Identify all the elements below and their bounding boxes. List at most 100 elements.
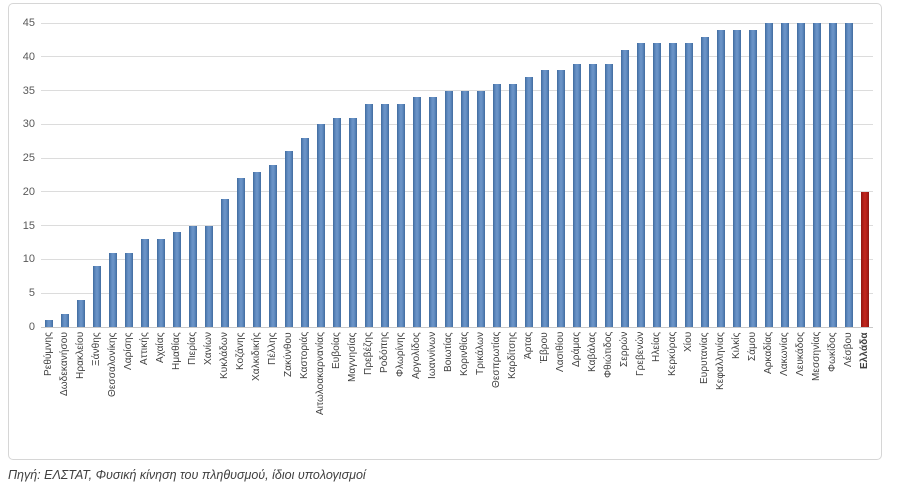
gridline bbox=[41, 157, 873, 159]
plot-area bbox=[41, 22, 873, 328]
x-tick-label: Ζακύνθου bbox=[283, 332, 294, 377]
bar bbox=[829, 23, 837, 327]
x-tick-label: Αργολίδος bbox=[411, 332, 422, 379]
bar bbox=[253, 171, 261, 327]
x-tick-label: Φλωρίνης bbox=[395, 332, 406, 377]
bar bbox=[669, 43, 677, 327]
bar bbox=[141, 239, 149, 327]
bar bbox=[381, 104, 389, 327]
y-tick-label: 5 bbox=[28, 287, 35, 300]
bar bbox=[797, 23, 805, 327]
x-tick-label: Μαγνησίας bbox=[347, 332, 358, 382]
bar bbox=[45, 320, 53, 327]
x-tick-label: Λακωνίας bbox=[779, 332, 790, 376]
y-tick-label: 35 bbox=[22, 84, 35, 97]
x-tick-label: Θεσπρωτίας bbox=[491, 332, 502, 389]
x-tick-label: Κορινθίας bbox=[459, 332, 470, 377]
x-tick-label: Ιωαννίνων bbox=[427, 332, 438, 380]
bar bbox=[557, 70, 565, 327]
x-tick-label: Σάμου bbox=[747, 332, 758, 362]
bar bbox=[413, 97, 421, 327]
bar bbox=[685, 43, 693, 327]
bar bbox=[317, 124, 325, 327]
x-tick-label: Πρεβέζης bbox=[363, 332, 374, 375]
bar bbox=[189, 225, 197, 327]
gridline bbox=[41, 258, 873, 260]
x-tick-label: Κερκύρας bbox=[667, 332, 678, 377]
gridline bbox=[41, 123, 873, 125]
x-tick-label: Ηρακλείου bbox=[75, 332, 86, 380]
bar bbox=[589, 63, 597, 327]
bar bbox=[717, 29, 725, 327]
x-tick-label: Θεσσαλονίκης bbox=[107, 332, 118, 397]
bar bbox=[205, 225, 213, 327]
y-tick-label: 0 bbox=[28, 321, 35, 333]
x-tick-label: Αιτωλοακαρνανίας bbox=[315, 332, 326, 416]
bar bbox=[173, 232, 181, 327]
bar bbox=[845, 23, 853, 327]
bar bbox=[269, 164, 277, 327]
bar bbox=[157, 239, 165, 327]
bar bbox=[237, 178, 245, 327]
bar bbox=[813, 23, 821, 327]
gridline bbox=[41, 56, 873, 58]
y-tick-label: 10 bbox=[22, 253, 35, 266]
x-tick-label: Δράμας bbox=[571, 332, 582, 368]
bar-chart-frame: 0 5 10 15 20 25 30 35 40 45 Ρεθύμνης Δωδεκανήσου Ηρ… bbox=[8, 3, 882, 460]
x-tick-label: Βοιωτίας bbox=[443, 332, 454, 372]
x-tick-label: Κυκλάδων bbox=[219, 332, 230, 379]
gridline bbox=[41, 90, 873, 92]
x-tick-label: Έβρου bbox=[539, 332, 550, 363]
x-tick-label: Μεσσηνίας bbox=[811, 332, 822, 382]
x-tick-label: Ευβοίας bbox=[331, 332, 342, 369]
bar bbox=[605, 63, 613, 327]
x-tick-label: Χανίων bbox=[203, 332, 214, 366]
y-tick-label: 25 bbox=[22, 152, 35, 165]
x-tick-label: Καστοριάς bbox=[299, 332, 310, 380]
x-tick-label: Ελλάδα bbox=[859, 332, 870, 369]
bar bbox=[541, 70, 549, 327]
bar bbox=[397, 104, 405, 327]
x-tick-label: Κεφαλληνίας bbox=[715, 332, 726, 390]
gridline bbox=[41, 22, 873, 24]
bar bbox=[493, 83, 501, 327]
x-tick-label: Χαλκιδικής bbox=[251, 332, 262, 381]
x-tick-label: Ξάνθης bbox=[91, 332, 102, 366]
bar bbox=[461, 90, 469, 327]
bar bbox=[477, 90, 485, 327]
bar bbox=[61, 313, 69, 327]
bar bbox=[749, 29, 757, 327]
x-tick-label: Ροδόπης bbox=[379, 332, 390, 374]
x-tick-label: Αττικής bbox=[139, 332, 150, 365]
bar bbox=[77, 299, 85, 327]
bar bbox=[445, 90, 453, 327]
x-tick-label: Κιλκίς bbox=[731, 332, 742, 359]
gridline bbox=[41, 191, 873, 193]
bar bbox=[349, 117, 357, 327]
x-tick-label: Δωδεκανήσου bbox=[59, 332, 70, 397]
bar bbox=[765, 23, 773, 327]
x-tick-label: Ευρυτανίας bbox=[699, 332, 710, 384]
bar bbox=[733, 29, 741, 327]
y-tick-label: 40 bbox=[22, 50, 35, 63]
gridline bbox=[41, 225, 873, 227]
x-tick-label: Λαρίσης bbox=[123, 332, 134, 370]
y-tick-label: 45 bbox=[22, 17, 35, 29]
x-tick-label: Λευκάδος bbox=[795, 332, 806, 377]
x-tick-label: Πέλλης bbox=[267, 332, 278, 365]
x-tick-label: Φθιώτιδος bbox=[603, 332, 614, 379]
y-tick-label: 30 bbox=[22, 118, 35, 131]
bar bbox=[221, 198, 229, 327]
bar bbox=[509, 83, 517, 327]
bar bbox=[333, 117, 341, 327]
gridline bbox=[41, 292, 873, 294]
bar bbox=[637, 43, 645, 327]
bar bbox=[701, 36, 709, 327]
x-tick-label: Καρδίτσης bbox=[507, 332, 518, 380]
x-tick-label: Τρικάλων bbox=[475, 332, 486, 376]
bar bbox=[285, 151, 293, 327]
x-tick-label: Κοζάνης bbox=[235, 332, 246, 370]
bar bbox=[301, 137, 309, 327]
x-tick-label: Λέσβου bbox=[843, 332, 854, 367]
